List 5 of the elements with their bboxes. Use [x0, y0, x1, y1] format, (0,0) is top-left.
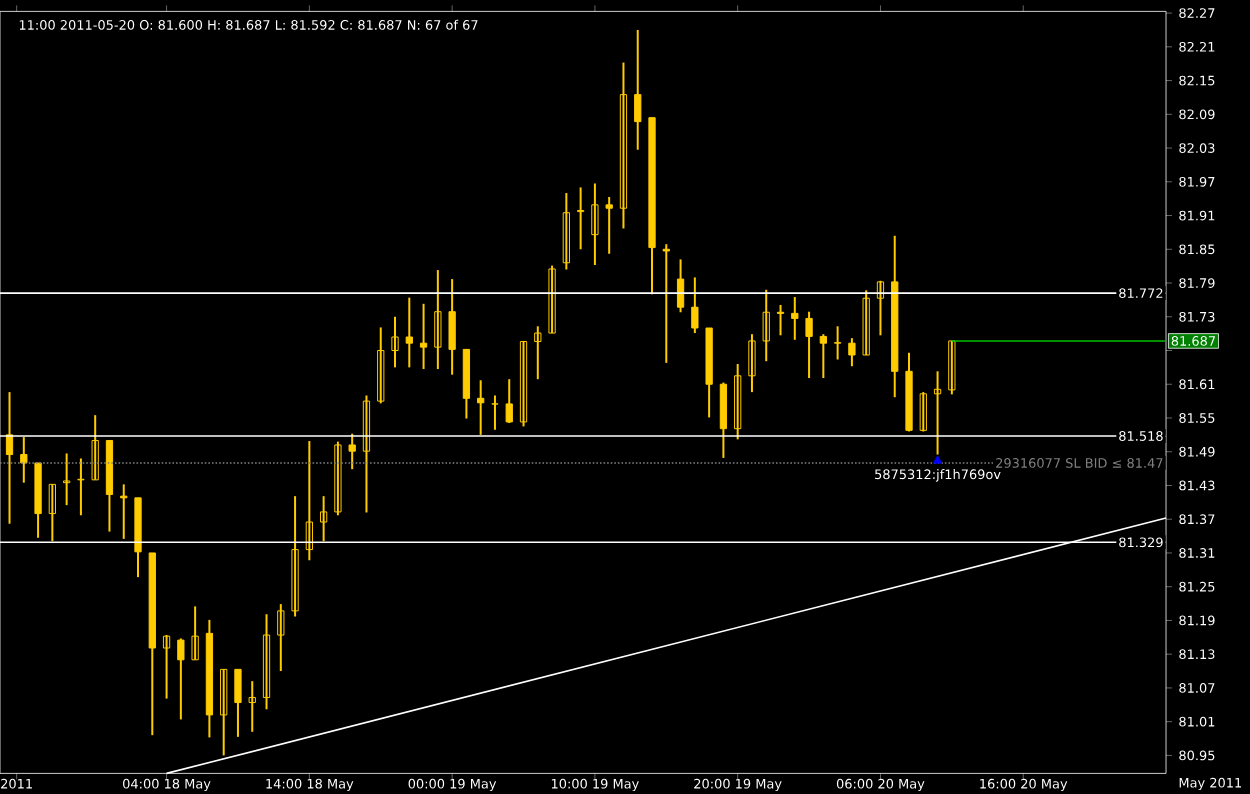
candlestick — [662, 243, 670, 364]
candlestick — [833, 325, 842, 361]
candlestick — [120, 483, 128, 540]
candlestick — [605, 195, 613, 255]
candlestick — [348, 432, 356, 471]
